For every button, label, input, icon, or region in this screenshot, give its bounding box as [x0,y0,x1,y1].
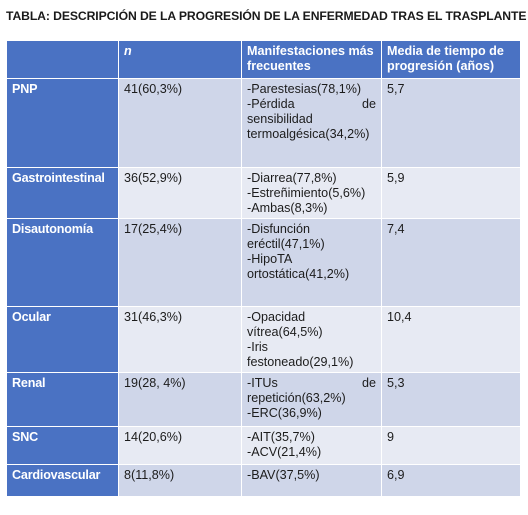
manifestations-cell: -BAV(37,5%) [241,464,382,497]
manifestation-line: termoalgésica(34,2%) [247,127,370,141]
manifestations-cell: -ITUs de repetición(63,2%) -ERC(36,9%) [241,372,382,427]
progression-time-cell: 10,4 [381,306,521,373]
n-cell: 36(52,9%) [118,167,242,219]
row-label-gastrointestinal: Gastrointestinal [6,167,119,219]
manifestation-line: eréctil(47,1%) [247,237,325,251]
column-header-progression-time: Media de tiempo de progresión (años) [381,40,521,79]
row-label-pnp: PNP [6,78,119,168]
manifestations-cell: -Parestesias(78,1%) -Pérdida de sensibil… [241,78,382,168]
manifestation-line: -Estreñimiento(5,6%) [247,186,366,200]
manifestation-line: repetición(63,2%) [247,391,346,405]
column-header-n: n [118,40,242,79]
manifestation-line: sensibilidad [247,112,313,126]
manifestations-cell: -Diarrea(77,8%) -Estreñimiento(5,6%) -Am… [241,167,382,219]
n-cell: 14(20,6%) [118,426,242,465]
manifestation-line: festoneado(29,1%) [247,355,354,369]
manifestation-line: -Parestesias(78,1%) [247,82,362,96]
progression-table: n Manifestaciones más frecuentes Media d… [6,40,521,497]
manifestation-line: -Ambas(8,3%) [247,201,328,215]
manifestation-line: -Pérdida de [247,97,376,111]
n-cell: 31(46,3%) [118,306,242,373]
progression-time-cell: 5,3 [381,372,521,427]
row-label-cardiovascular: Cardiovascular [6,464,119,497]
manifestations-cell: -Disfunción eréctil(47,1%) -HipoTA ortos… [241,218,382,307]
progression-time-cell: 5,9 [381,167,521,219]
manifestations-cell: -Opacidad vítrea(64,5%) -Iris festoneado… [241,306,382,373]
table-title: TABLA: DESCRIPCIÓN DE LA PROGRESIÓN DE L… [6,9,527,23]
n-cell: 41(60,3%) [118,78,242,168]
manifestation-line: -Iris [247,340,268,354]
manifestation-line: -BAV(37,5%) [247,468,320,482]
table-row: Disautonomía 17(25,4%) -Disfunción eréct… [6,218,521,307]
manifestation-line: -ACV(21,4%) [247,445,322,459]
row-label-snc: SNC [6,426,119,465]
n-cell: 17(25,4%) [118,218,242,307]
n-cell: 8(11,8%) [118,464,242,497]
manifestation-line: -ITUs de [247,376,376,390]
progression-time-cell: 6,9 [381,464,521,497]
progression-time-cell: 9 [381,426,521,465]
table-row: Cardiovascular 8(11,8%) -BAV(37,5%) 6,9 [6,464,521,497]
row-label-disautonomia: Disautonomía [6,218,119,307]
row-label-ocular: Ocular [6,306,119,373]
manifestation-line: -Disfunción [247,222,310,236]
manifestation-line: -ERC(36,9%) [247,406,322,420]
column-header-manifestations: Manifestaciones más frecuentes [241,40,382,79]
manifestation-line: ortostática(41,2%) [247,267,350,281]
progression-time-cell: 5,7 [381,78,521,168]
manifestation-line: -Opacidad [247,310,306,324]
manifestations-cell: -AIT(35,7%) -ACV(21,4%) [241,426,382,465]
table-row: Renal 19(28, 4%) -ITUs de repetición(63,… [6,372,521,427]
manifestation-line: vítrea(64,5%) [247,325,323,339]
table-row: Gastrointestinal 36(52,9%) -Diarrea(77,8… [6,167,521,219]
manifestation-line: -Diarrea(77,8%) [247,171,337,185]
row-label-renal: Renal [6,372,119,427]
corner-header-cell [6,40,119,79]
table-row: PNP 41(60,3%) -Parestesias(78,1%) -Pérdi… [6,78,521,168]
table-row: Ocular 31(46,3%) -Opacidad vítrea(64,5%)… [6,306,521,373]
n-cell: 19(28, 4%) [118,372,242,427]
table-row: SNC 14(20,6%) -AIT(35,7%) -ACV(21,4%) 9 [6,426,521,465]
manifestation-line: -HipoTA [247,252,293,266]
progression-time-cell: 7,4 [381,218,521,307]
manifestation-line: -AIT(35,7%) [247,430,315,444]
